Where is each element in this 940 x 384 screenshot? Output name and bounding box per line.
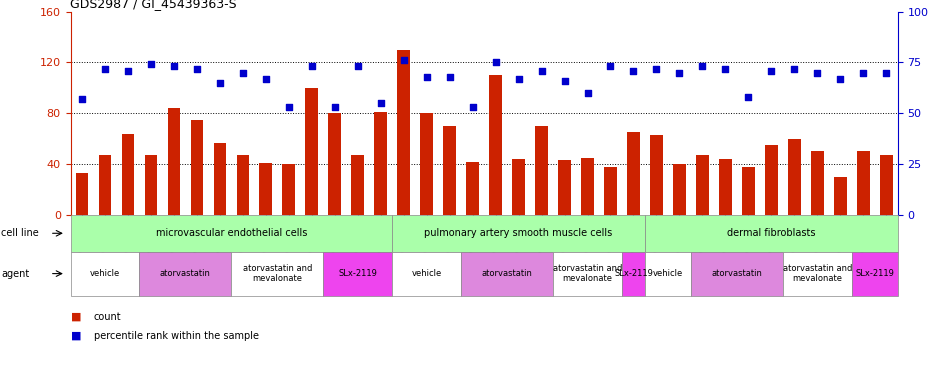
Bar: [627, 132, 640, 215]
Point: [442, 74, 457, 80]
Text: ■: ■: [70, 331, 81, 341]
Point: [419, 74, 434, 80]
Point: [718, 65, 733, 71]
Bar: [75, 173, 88, 215]
Text: atorvastatin: atorvastatin: [160, 269, 211, 278]
Text: agent: agent: [1, 268, 29, 279]
Text: GDS2987 / GI_45439363-S: GDS2987 / GI_45439363-S: [70, 0, 237, 10]
Bar: [282, 164, 295, 215]
Bar: [466, 162, 478, 215]
Bar: [374, 112, 387, 215]
Point: [258, 76, 274, 82]
Bar: [191, 120, 203, 215]
Bar: [444, 126, 456, 215]
Point: [580, 90, 595, 96]
Text: SLx-2119: SLx-2119: [338, 269, 377, 278]
Point: [465, 104, 480, 110]
Bar: [328, 113, 341, 215]
Bar: [788, 139, 801, 215]
Bar: [535, 126, 548, 215]
Text: vehicle: vehicle: [652, 269, 683, 278]
Bar: [489, 75, 502, 215]
Text: microvascular endothelial cells: microvascular endothelial cells: [156, 228, 307, 238]
Text: percentile rank within the sample: percentile rank within the sample: [94, 331, 259, 341]
Point: [626, 68, 641, 74]
Point: [833, 76, 848, 82]
Text: vehicle: vehicle: [412, 269, 442, 278]
Bar: [259, 163, 272, 215]
Point: [351, 63, 366, 70]
Point: [120, 68, 135, 74]
Text: atorvastatin and
mevalonate: atorvastatin and mevalonate: [783, 264, 852, 283]
Bar: [558, 161, 571, 215]
Bar: [167, 108, 180, 215]
Text: SLx-2119: SLx-2119: [614, 269, 653, 278]
Point: [511, 76, 526, 82]
Point: [764, 68, 779, 74]
Text: atorvastatin and
mevalonate: atorvastatin and mevalonate: [243, 264, 312, 283]
Point: [787, 65, 802, 71]
Bar: [99, 155, 111, 215]
Text: count: count: [94, 312, 121, 322]
Bar: [765, 145, 777, 215]
Point: [695, 63, 710, 70]
Point: [603, 63, 618, 70]
Bar: [237, 155, 249, 215]
Point: [98, 65, 113, 71]
Bar: [742, 167, 755, 215]
Point: [305, 63, 320, 70]
Text: ■: ■: [70, 312, 81, 322]
Bar: [306, 88, 318, 215]
Point: [672, 70, 687, 76]
Text: atorvastatin: atorvastatin: [481, 269, 533, 278]
Point: [396, 57, 411, 63]
Point: [373, 100, 388, 106]
Point: [534, 68, 549, 74]
Bar: [420, 113, 433, 215]
Text: pulmonary artery smooth muscle cells: pulmonary artery smooth muscle cells: [425, 228, 613, 238]
Text: atorvastatin: atorvastatin: [712, 269, 762, 278]
Bar: [352, 155, 364, 215]
Bar: [398, 50, 410, 215]
Bar: [581, 158, 594, 215]
Point: [741, 94, 756, 100]
Bar: [604, 167, 617, 215]
Point: [649, 65, 664, 71]
Text: dermal fibroblasts: dermal fibroblasts: [727, 228, 816, 238]
Point: [166, 63, 181, 70]
Bar: [696, 155, 709, 215]
Point: [212, 79, 227, 86]
Text: SLx-2119: SLx-2119: [855, 269, 894, 278]
Bar: [811, 151, 823, 215]
Bar: [834, 177, 847, 215]
Point: [144, 61, 159, 68]
Text: vehicle: vehicle: [90, 269, 120, 278]
Point: [235, 70, 250, 76]
Point: [855, 70, 870, 76]
Bar: [673, 164, 685, 215]
Text: atorvastatin and
mevalonate: atorvastatin and mevalonate: [553, 264, 622, 283]
Point: [488, 59, 503, 65]
Bar: [650, 135, 663, 215]
Bar: [121, 134, 134, 215]
Point: [189, 65, 204, 71]
Text: cell line: cell line: [1, 228, 39, 238]
Point: [809, 70, 824, 76]
Bar: [512, 159, 525, 215]
Point: [74, 96, 89, 102]
Bar: [145, 155, 157, 215]
Bar: [880, 155, 892, 215]
Point: [281, 104, 296, 110]
Point: [327, 104, 342, 110]
Bar: [719, 159, 731, 215]
Point: [557, 78, 572, 84]
Point: [879, 70, 894, 76]
Bar: [213, 142, 227, 215]
Bar: [857, 151, 870, 215]
